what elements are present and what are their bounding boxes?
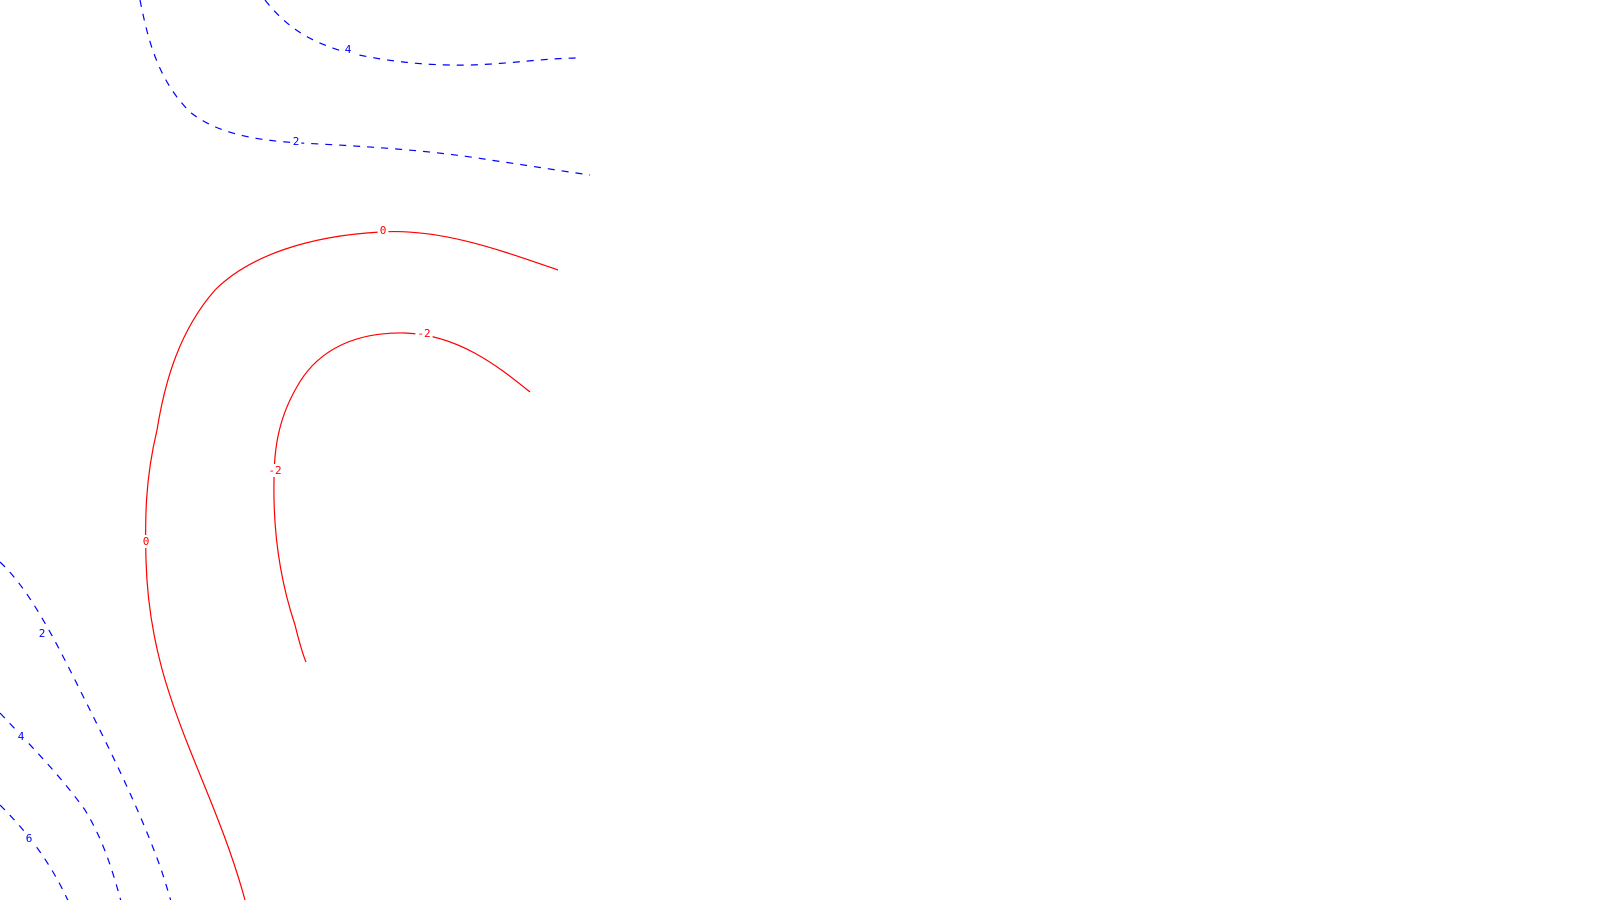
label-backing <box>415 327 433 340</box>
contour-label-top-2: 2 <box>293 135 300 148</box>
contour-line-bl-4 <box>0 712 122 900</box>
contour-line-top-4 <box>264 0 581 66</box>
contour-label-bl-6: 6 <box>26 832 33 845</box>
contour-label-top-4: 4 <box>345 43 352 56</box>
label-backing <box>290 135 302 148</box>
label-backing <box>23 832 35 845</box>
contour-line-bl-2 <box>0 561 172 900</box>
label-backing <box>377 224 389 237</box>
contour-line-neg-2 <box>273 332 531 663</box>
label-backing <box>140 535 152 548</box>
label-backing <box>15 730 27 743</box>
contour-label-bl-2: 2 <box>39 627 46 640</box>
contour-label-zero-left: 0 <box>143 535 150 548</box>
contour-labels: 4 2 0 -2 -2 0 2 4 6 <box>15 43 433 845</box>
contour-label-neg2-top: -2 <box>417 327 430 340</box>
label-backing <box>266 464 284 477</box>
contour-label-neg2-left: -2 <box>268 464 281 477</box>
contour-line-top-2 <box>139 0 591 176</box>
contour-label-bl-4: 4 <box>18 730 25 743</box>
contour-label-zero-top: 0 <box>380 224 387 237</box>
label-backing <box>36 627 48 640</box>
contour-line-zero <box>145 230 559 900</box>
label-backing <box>342 43 354 56</box>
contour-line-bl-6 <box>0 804 69 900</box>
